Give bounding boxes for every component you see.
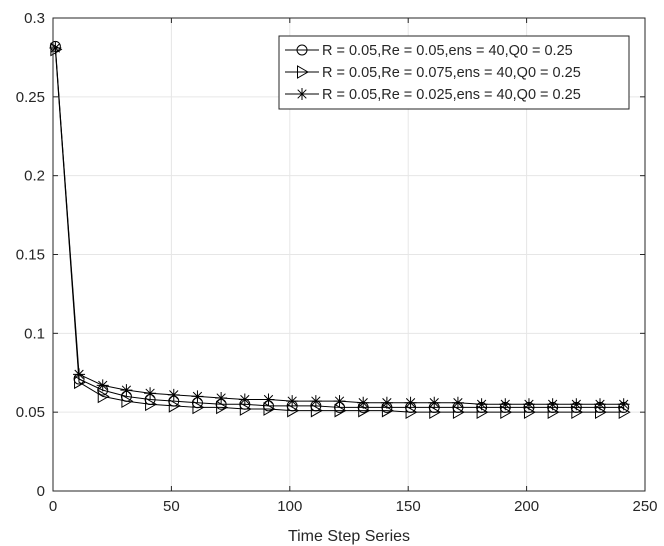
x-axis-ticks: 0 50 100 150 200 250 [49,18,658,515]
data-point-asterisk [428,396,441,409]
legend-entry: R = 0.05,Re = 0.025,ens = 40,Q0 = 0.25 [285,87,581,103]
y-tick-label: 0.3 [24,10,45,27]
y-tick-label: 0.2 [24,168,45,185]
data-point-triangle [405,405,418,420]
data-point-triangle [500,405,513,420]
data-point-asterisk [499,398,512,411]
data-point-triangle [121,394,134,408]
y-tick-label: 0.1 [24,325,45,342]
y-tick-label: 0.15 [16,247,45,264]
data-point-asterisk [475,398,488,411]
data-point-circle [296,44,308,56]
legend-entry: R = 0.05,Re = 0.075,ens = 40,Q0 = 0.25 [285,65,581,81]
data-point-triangle [216,400,229,415]
y-tick-label: 0.25 [16,89,45,106]
data-point-asterisk [191,390,204,403]
legend-entry: R = 0.05,Re = 0.05,ens = 40,Q0 = 0.25 [285,43,573,59]
data-point-triangle [310,403,323,418]
data-point-triangle [358,403,371,418]
data-point-triangle [429,405,442,420]
data-point-asterisk [73,368,86,381]
data-point-asterisk [357,396,370,409]
x-tick-label: 200 [514,498,539,515]
data-point-triangle [263,402,276,416]
legend-label: R = 0.05,Re = 0.025,ens = 40,Q0 = 0.25 [322,87,581,103]
data-point-asterisk [404,396,417,409]
data-point-triangle [74,375,87,390]
series-layer [49,40,631,420]
legend-label: R = 0.05,Re = 0.05,ens = 40,Q0 = 0.25 [322,43,573,59]
data-point-triangle [334,403,347,418]
data-point-triangle [595,405,608,420]
y-tick-label: 0 [37,483,45,500]
data-point-asterisk [546,398,559,411]
series-line [54,49,624,413]
data-point-asterisk [309,395,322,408]
data-point-asterisk [522,398,535,411]
data-point-asterisk [167,388,180,401]
legend-box [278,35,630,110]
data-point-triangle [452,405,465,420]
data-point-asterisk [238,393,251,406]
data-point-asterisk [144,387,157,400]
data-point-triangle [239,402,252,416]
data-point-asterisk [296,88,308,100]
series-3 [49,41,630,411]
data-point-triangle [618,405,631,420]
data-point-asterisk [96,379,109,392]
y-axis-ticks: 0 0.05 0.1 0.15 0.2 0.25 0.3 [16,10,645,500]
data-point-triangle [523,405,536,420]
data-point-triangle [381,403,394,418]
data-point-asterisk [49,41,62,54]
data-point-asterisk [617,398,630,411]
data-point-asterisk [451,396,464,409]
data-point-asterisk [594,398,607,411]
data-point-asterisk [215,391,228,404]
x-tick-label: 0 [49,498,57,515]
x-tick-label: 100 [277,498,302,515]
data-point-asterisk [333,395,346,408]
series-2 [50,42,631,420]
data-point-triangle [547,405,560,420]
x-axis-label: Time Step Series [288,528,410,545]
data-point-asterisk [380,396,393,409]
legend-label: R = 0.05,Re = 0.075,ens = 40,Q0 = 0.25 [322,65,581,81]
x-tick-label: 50 [163,498,180,515]
x-tick-label: 150 [396,498,421,515]
data-point-asterisk [262,393,275,406]
data-point-asterisk [570,398,583,411]
data-point-triangle [287,403,300,418]
data-point-triangle [145,397,158,412]
data-point-triangle [192,400,205,415]
data-point-triangle [168,398,181,413]
y-tick-label: 0.05 [16,404,45,421]
legend: R = 0.05,Re = 0.05,ens = 40,Q0 = 0.25 R =… [278,35,630,110]
data-point-asterisk [120,384,133,397]
data-point-triangle [297,65,310,79]
data-point-triangle [476,405,489,420]
data-point-triangle [97,389,110,404]
data-point-asterisk [286,395,299,408]
data-point-triangle [571,405,584,420]
x-tick-label: 250 [632,498,657,515]
